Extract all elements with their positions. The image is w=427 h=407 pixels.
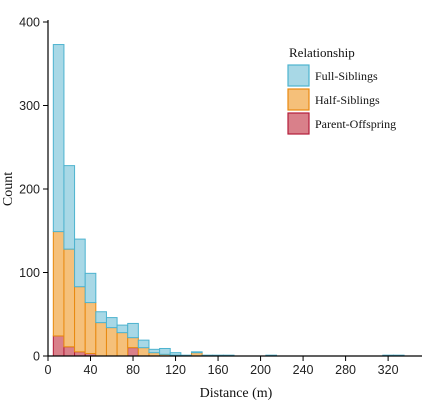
- bar: [127, 322, 139, 339]
- bar: [159, 347, 171, 355]
- bar: [63, 248, 76, 348]
- bar: [63, 165, 76, 250]
- legend-label: Parent-Offspring: [315, 117, 396, 131]
- bar: [52, 335, 65, 357]
- x-tick-label: 280: [335, 363, 356, 377]
- x-tick-label: 320: [378, 363, 399, 377]
- x-tick-label: 40: [84, 363, 98, 377]
- legend: Relationship Full-Siblings Half-Siblings P…: [287, 45, 396, 135]
- legend-items: Full-Siblings Half-Siblings Parent-Offspri…: [287, 64, 396, 135]
- bar: [127, 337, 139, 349]
- bar: [127, 347, 139, 357]
- y-tick-label: 100: [19, 266, 40, 280]
- legend-swatch: [287, 112, 310, 135]
- x-tick-label: 120: [165, 363, 186, 377]
- bar: [74, 351, 86, 357]
- x-ticks: 0 40 80 120 160 200 240 280 320: [45, 356, 399, 377]
- y-tick-label: 200: [19, 183, 40, 197]
- legend-label: Full-Siblings: [315, 69, 378, 83]
- bar: [74, 286, 86, 353]
- bar: [190, 351, 203, 354]
- bar: [84, 272, 97, 304]
- bar: [74, 238, 86, 288]
- legend-item: Parent-Offspring: [287, 112, 396, 135]
- y-tick-label: 300: [19, 99, 40, 113]
- bar: [63, 346, 76, 357]
- bar: [52, 44, 65, 233]
- bar: [52, 231, 65, 337]
- bar: [148, 348, 161, 354]
- series-full-siblings: [52, 44, 405, 357]
- bar: [95, 322, 107, 357]
- x-tick-label: 200: [250, 363, 271, 377]
- legend-title: Relationship: [289, 45, 355, 60]
- bar: [105, 327, 118, 357]
- bar: [105, 317, 118, 329]
- bar: [95, 311, 107, 324]
- x-tick-label: 80: [126, 363, 140, 377]
- legend-swatch: [287, 64, 310, 87]
- bar: [169, 352, 182, 356]
- y-tick-label: 0: [33, 350, 40, 364]
- x-axis-title: Distance (m): [200, 386, 273, 401]
- legend-label: Half-Siblings: [315, 93, 380, 107]
- x-tick-label: 160: [208, 363, 229, 377]
- axes-layer: 0 100 200 300 400 0 40 80 120 160 200 240 280 320: [19, 16, 422, 377]
- bar: [116, 332, 129, 357]
- y-ticks: 0 100 200 300 400: [19, 16, 48, 364]
- x-tick-label: 0: [45, 363, 52, 377]
- bars-layer: [52, 44, 405, 357]
- bar: [137, 339, 150, 349]
- bar: [137, 347, 150, 357]
- legend-item: Full-Siblings: [287, 64, 378, 87]
- bar: [116, 324, 129, 334]
- y-axis-title: Count: [1, 172, 16, 206]
- y-tick-label: 400: [19, 16, 40, 30]
- legend-swatch: [287, 88, 310, 111]
- bar: [84, 302, 97, 354]
- legend-item: Half-Siblings: [287, 88, 380, 111]
- x-tick-label: 240: [293, 363, 314, 377]
